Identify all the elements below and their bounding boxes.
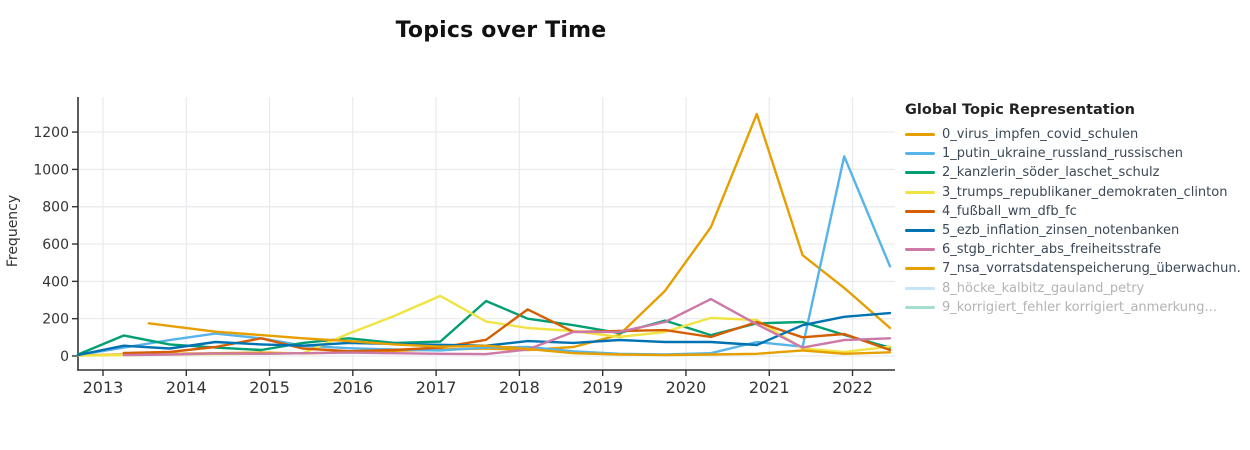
legend-item-0[interactable]: 0_virus_impfen_covid_schulen bbox=[905, 125, 1245, 144]
legend-line-swatch bbox=[905, 305, 935, 309]
legend-item-9[interactable]: 9_korrigiert_fehler korrigiert_anmerkung… bbox=[905, 298, 1245, 317]
series-line-7_nsa_vorratsdatenspeicherung_überwachun. bbox=[147, 322, 892, 357]
x-tick-label: 2018 bbox=[499, 378, 540, 397]
x-tick-label: 2020 bbox=[666, 378, 707, 397]
legend-item-label: 5_ezb_inflation_zinsen_notenbanken bbox=[942, 223, 1180, 239]
x-tick-label: 2014 bbox=[166, 378, 207, 397]
chart-title: Topics over Time bbox=[395, 18, 607, 43]
legend-item-1[interactable]: 1_putin_ukraine_russland_russischen bbox=[905, 144, 1245, 163]
x-tick-label: 2015 bbox=[249, 378, 290, 397]
legend-line-swatch bbox=[905, 209, 935, 213]
legend-item-label: 6_stgb_richter_abs_freiheitsstrafe bbox=[942, 242, 1162, 258]
x-tick-label: 2022 bbox=[832, 378, 873, 397]
y-tick-label: 0 bbox=[60, 349, 69, 365]
legend-item-2[interactable]: 2_kanzlerin_söder_laschet_schulz bbox=[905, 163, 1245, 182]
legend-line-swatch bbox=[905, 133, 935, 137]
legend-item-label: 1_putin_ukraine_russland_russischen bbox=[942, 146, 1183, 162]
y-tick-label: 800 bbox=[42, 200, 69, 216]
legend-line-swatch bbox=[905, 152, 935, 156]
x-tick-label: 2019 bbox=[582, 378, 623, 397]
legend-item-label: 7_nsa_vorratsdatenspeicherung_überwachun… bbox=[942, 261, 1241, 277]
legend-item-label: 8_höcke_kalbitz_gauland_petry bbox=[942, 280, 1145, 296]
y-tick-label: 600 bbox=[42, 237, 69, 253]
legend-item-label: 0_virus_impfen_covid_schulen bbox=[942, 127, 1139, 143]
legend-line-swatch bbox=[905, 171, 935, 175]
legend-line-swatch bbox=[905, 190, 935, 194]
y-tick-label: 200 bbox=[42, 312, 69, 328]
x-tick-label: 2017 bbox=[416, 378, 457, 397]
x-tick-label: 2013 bbox=[83, 378, 124, 397]
series-line-1_putin_ukraine_russland_russischen bbox=[76, 155, 892, 357]
legend-item-label: 4_fußball_wm_dfb_fc bbox=[942, 203, 1077, 219]
legend-line-swatch bbox=[905, 229, 935, 233]
legend: Global Topic Representation 0_virus_impf… bbox=[905, 102, 1245, 317]
series-line-6_stgb_richter_abs_freiheitsstrafe bbox=[122, 297, 892, 357]
legend-item-label: 3_trumps_republikaner_demokraten_clinton bbox=[942, 184, 1228, 200]
legend-item-label: 9_korrigiert_fehler korrigiert_anmerkung… bbox=[942, 299, 1217, 315]
y-tick-label: 1200 bbox=[33, 125, 69, 141]
legend-item-5[interactable]: 5_ezb_inflation_zinsen_notenbanken bbox=[905, 221, 1245, 240]
legend-item-6[interactable]: 6_stgb_richter_abs_freiheitsstrafe bbox=[905, 240, 1245, 259]
y-tick-label: 400 bbox=[42, 274, 69, 290]
x-tick-label: 2016 bbox=[332, 378, 373, 397]
legend-item-8[interactable]: 8_höcke_kalbitz_gauland_petry bbox=[905, 279, 1245, 298]
legend-item-4[interactable]: 4_fußball_wm_dfb_fc bbox=[905, 202, 1245, 221]
legend-line-swatch bbox=[905, 248, 935, 252]
x-tick-label: 2021 bbox=[749, 378, 790, 397]
legend-line-swatch bbox=[905, 267, 935, 271]
legend-title: Global Topic Representation bbox=[905, 102, 1135, 118]
legend-item-3[interactable]: 3_trumps_republikaner_demokraten_clinton bbox=[905, 183, 1245, 202]
legend-items: 0_virus_impfen_covid_schulen 1_putin_ukra… bbox=[905, 125, 1245, 317]
y-tick-label: 1000 bbox=[33, 162, 69, 178]
series-line-4_fußball_wm_dfb_fc bbox=[122, 308, 892, 355]
legend-item-label: 2_kanzlerin_söder_laschet_schulz bbox=[942, 165, 1160, 181]
legend-item-7[interactable]: 7_nsa_vorratsdatenspeicherung_überwachun… bbox=[905, 259, 1245, 278]
legend-line-swatch bbox=[905, 286, 935, 290]
